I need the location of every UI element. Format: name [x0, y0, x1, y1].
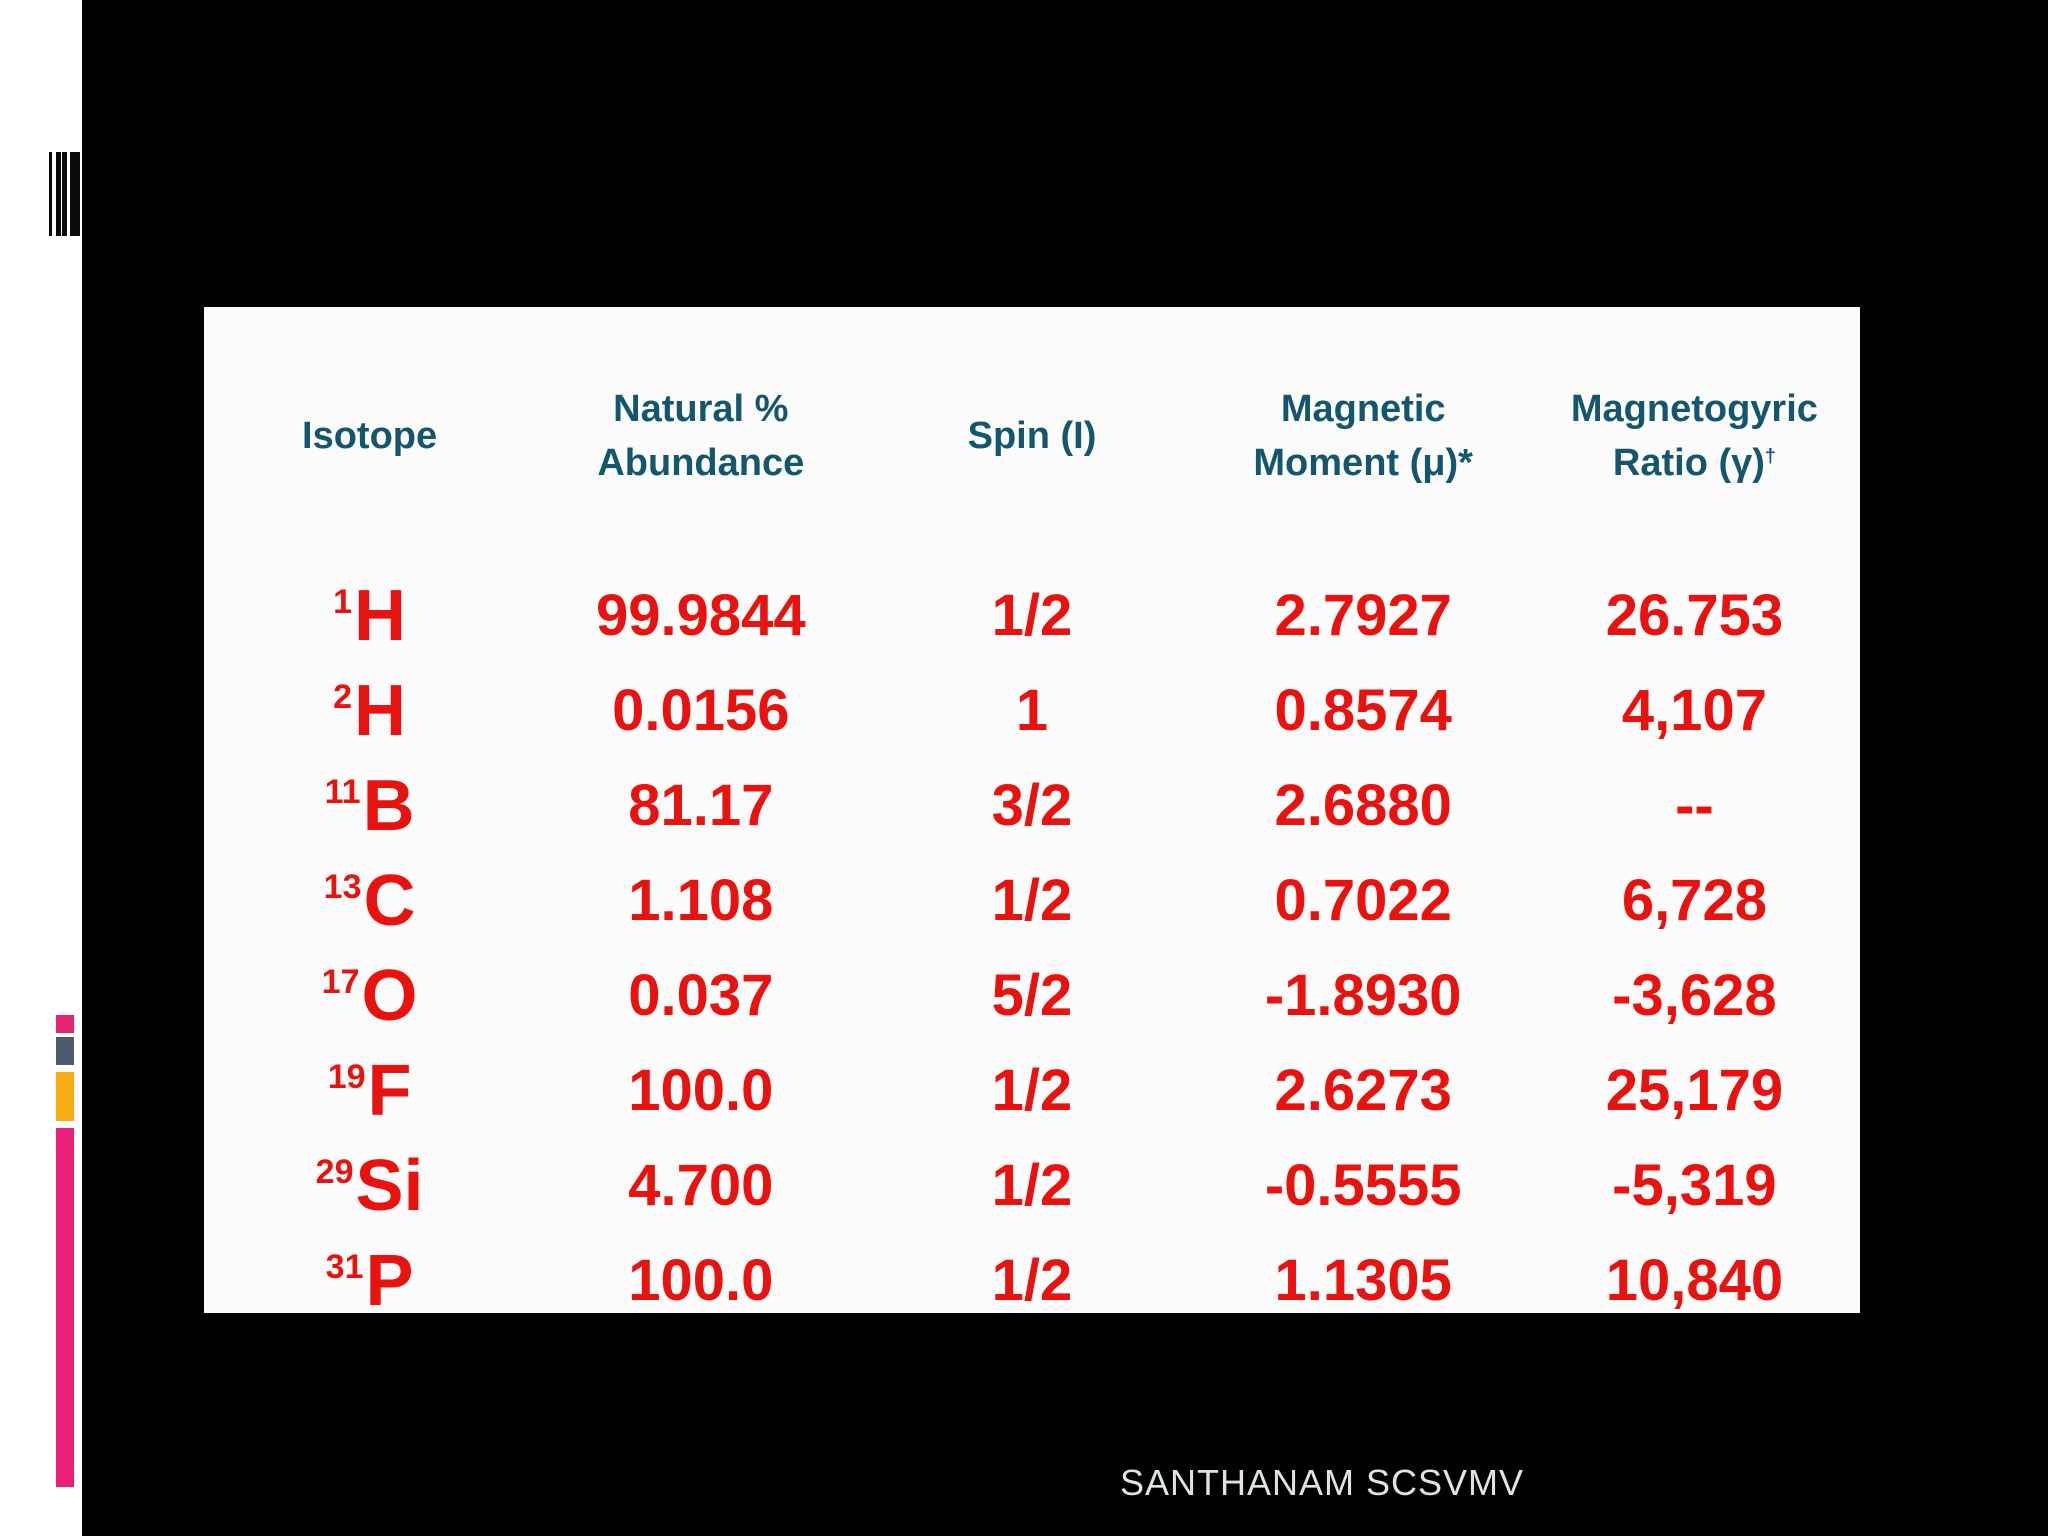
- column-header: Natural % Abundance: [597, 388, 805, 484]
- moment-cell: 0.7022: [1274, 868, 1452, 933]
- ratio-cell: 6,728: [1621, 868, 1767, 933]
- element-symbol: Si: [355, 1145, 424, 1226]
- column-header: Magnetogyric Ratio (γ)†: [1570, 388, 1818, 484]
- ratio-cell: --: [1675, 773, 1714, 838]
- table-body: 1 H 99.9844 1/2 2.7927 26.753 2 H 0.0156 1 0.8574 4…: [204, 568, 1860, 1328]
- spin-cell: 1: [1015, 678, 1049, 743]
- mass-number: 29: [315, 1153, 354, 1191]
- ratio-cell: 26.753: [1605, 583, 1784, 648]
- spin-cell: 1/2: [991, 583, 1073, 648]
- barcode-bar: [70, 152, 80, 236]
- ratio-cell: -3,628: [1612, 963, 1777, 1028]
- accent-bar-gray: [56, 1037, 74, 1065]
- spin-cell: 1/2: [991, 868, 1073, 933]
- isotope-cell: 19 F: [204, 1043, 535, 1138]
- column-header: Magnetic Moment (μ)*: [1253, 388, 1473, 484]
- element-symbol: H: [354, 670, 407, 751]
- mass-number: 17: [321, 963, 360, 1001]
- element-symbol: O: [361, 955, 418, 1036]
- moment-cell: -0.5555: [1264, 1153, 1462, 1218]
- moment-cell: 2.6273: [1274, 1058, 1452, 1123]
- element-symbol: B: [362, 765, 415, 846]
- abundance-cell: 81.17: [628, 773, 774, 838]
- mass-number: 11: [324, 773, 361, 811]
- element-symbol: P: [365, 1240, 414, 1321]
- mass-number: 13: [323, 868, 362, 906]
- table-header-row: Isotope Natural % Abundance Spin (I) Magneti…: [204, 307, 1860, 567]
- spin-cell: 1/2: [991, 1248, 1073, 1313]
- isotope-table: Isotope Natural % Abundance Spin (I) Magneti…: [204, 307, 1860, 1317]
- abundance-cell: 0.0156: [612, 678, 790, 743]
- mass-number: 19: [327, 1058, 366, 1096]
- moment-cell: -1.8930: [1264, 963, 1462, 1028]
- accent-bar-orange: [56, 1072, 74, 1121]
- left-margin-strip: [0, 0, 82, 1536]
- isotope-cell: 31 P: [204, 1233, 535, 1328]
- isotope-cell: 17 O: [204, 948, 535, 1043]
- abundance-cell: 1.108: [628, 868, 774, 933]
- abundance-cell: 99.9844: [595, 583, 806, 648]
- footer-credit: SANTHANAM SCSVMV: [1120, 1462, 1525, 1503]
- barcode-bar: [56, 152, 61, 236]
- moment-cell: 1.1305: [1274, 1248, 1452, 1313]
- isotope-cell: 13 C: [204, 853, 535, 948]
- abundance-cell: 100.0: [628, 1248, 774, 1313]
- barcode-bar: [62, 152, 67, 236]
- mass-number: 31: [325, 1248, 364, 1286]
- spin-cell: 1/2: [991, 1058, 1073, 1123]
- ratio-cell: -5,319: [1612, 1153, 1777, 1218]
- element-symbol: F: [367, 1050, 412, 1131]
- accent-bar-pink: [56, 1015, 74, 1033]
- ratio-cell: 4,107: [1621, 678, 1767, 743]
- isotope-cell: 29 Si: [204, 1138, 535, 1233]
- moment-cell: 2.6880: [1274, 773, 1452, 838]
- spin-cell: 1/2: [991, 1153, 1073, 1218]
- isotope-cell: 11 B: [204, 758, 535, 853]
- mass-number: 2: [333, 678, 353, 716]
- abundance-cell: 4.700: [628, 1153, 774, 1218]
- element-symbol: H: [354, 575, 407, 656]
- moment-cell: 0.8574: [1274, 678, 1452, 743]
- barcode-icon: [49, 152, 80, 236]
- ratio-cell: 10,840: [1605, 1248, 1784, 1313]
- spin-cell: 5/2: [991, 963, 1073, 1028]
- abundance-cell: 0.037: [628, 963, 774, 1028]
- spin-cell: 3/2: [991, 773, 1073, 838]
- abundance-cell: 100.0: [628, 1058, 774, 1123]
- barcode-bar: [49, 152, 52, 236]
- column-header: Isotope: [302, 415, 438, 458]
- accent-bar-magenta: [56, 1128, 74, 1487]
- column-header: Spin (I): [967, 415, 1097, 458]
- mass-number: 1: [333, 583, 353, 621]
- moment-cell: 2.7927: [1274, 583, 1452, 648]
- ratio-cell: 25,179: [1605, 1058, 1784, 1123]
- element-symbol: C: [363, 860, 416, 941]
